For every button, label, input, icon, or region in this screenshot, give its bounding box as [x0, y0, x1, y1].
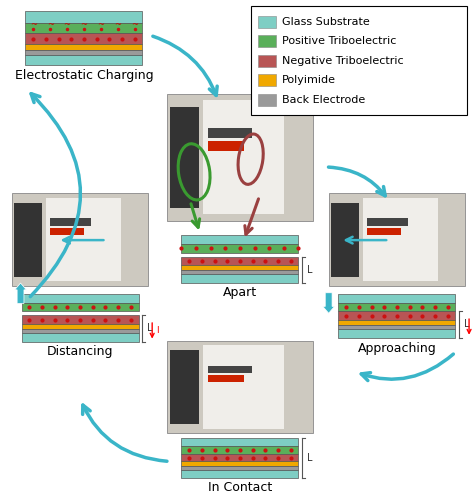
Bar [50, 228, 84, 235]
Bar [167, 341, 313, 433]
Bar [182, 466, 299, 470]
Bar [15, 202, 42, 277]
Bar [363, 198, 438, 281]
Bar [338, 311, 456, 320]
Bar [258, 74, 276, 86]
Text: In Contact: In Contact [208, 481, 272, 494]
Bar [170, 107, 199, 208]
Bar [338, 294, 456, 303]
Text: Back Electrode: Back Electrode [282, 95, 365, 105]
Text: I: I [156, 326, 159, 335]
Bar [182, 274, 299, 283]
Text: ~: ~ [97, 20, 104, 29]
Bar [26, 23, 142, 33]
Bar [46, 198, 121, 281]
Bar [208, 141, 244, 151]
Bar [203, 100, 284, 214]
Bar [338, 329, 456, 338]
Bar [367, 228, 401, 235]
Bar [182, 470, 299, 478]
Bar [26, 44, 142, 50]
Bar [258, 16, 276, 28]
Bar [182, 438, 299, 446]
Bar [21, 324, 138, 329]
Text: L: L [307, 453, 313, 463]
Bar [26, 50, 142, 55]
Bar [182, 461, 299, 466]
Bar [21, 294, 138, 303]
Bar [26, 33, 142, 44]
Bar [182, 454, 299, 461]
Bar [328, 193, 465, 286]
Bar [251, 6, 467, 115]
Bar [258, 94, 276, 106]
Bar [50, 218, 91, 226]
Bar [182, 270, 299, 274]
Bar [21, 303, 138, 311]
Text: ~: ~ [64, 20, 71, 29]
Text: Distancing: Distancing [47, 345, 113, 359]
Bar [338, 320, 456, 325]
Bar [208, 366, 252, 373]
Bar [338, 325, 456, 329]
Bar [167, 94, 313, 221]
Bar [182, 446, 299, 454]
Text: Electrostatic Charging: Electrostatic Charging [15, 69, 153, 82]
Bar [338, 303, 456, 311]
Bar [21, 315, 138, 324]
Text: ~: ~ [131, 20, 138, 29]
Text: Apart: Apart [223, 286, 257, 299]
Bar [21, 333, 138, 342]
Bar [12, 193, 148, 286]
Bar [182, 257, 299, 265]
Text: ~: ~ [30, 20, 36, 29]
Text: Glass Substrate: Glass Substrate [282, 17, 370, 27]
Bar [26, 55, 142, 64]
Bar [208, 128, 252, 138]
Text: Polyimide: Polyimide [282, 75, 336, 85]
FancyArrow shape [323, 293, 335, 313]
Text: ~: ~ [114, 20, 121, 29]
Text: ~: ~ [46, 20, 54, 29]
Bar [258, 55, 276, 66]
FancyArrow shape [15, 283, 27, 304]
Text: Negative Triboelectric: Negative Triboelectric [282, 56, 403, 65]
Bar [170, 350, 199, 424]
Text: L: L [307, 265, 313, 275]
Bar [203, 345, 284, 429]
Text: ~: ~ [81, 20, 87, 29]
Text: Positive Triboelectric: Positive Triboelectric [282, 36, 396, 46]
Text: I: I [473, 322, 474, 331]
Bar [367, 218, 408, 226]
Bar [182, 265, 299, 270]
Bar [182, 235, 299, 244]
Bar [182, 244, 299, 253]
Bar [21, 329, 138, 333]
Text: L: L [147, 323, 153, 333]
Text: Approaching: Approaching [357, 342, 436, 355]
Bar [258, 35, 276, 47]
Text: L: L [464, 319, 470, 329]
Bar [331, 202, 359, 277]
Bar [208, 375, 244, 382]
Bar [26, 11, 142, 23]
